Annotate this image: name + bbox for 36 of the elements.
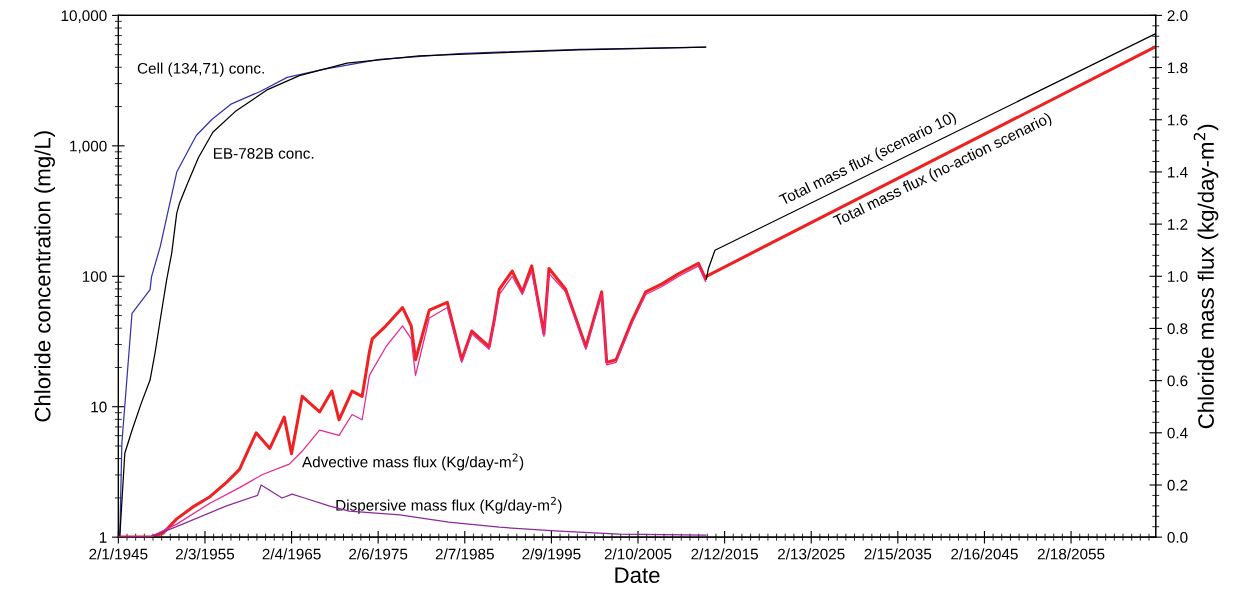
x-tick-label: 2/10/2005 (604, 548, 672, 560)
x-tick-label: 2/7/1985 (435, 548, 494, 560)
series-label: Advective mass flux (Kg/day-m$^{2}$) (302, 453, 524, 471)
x-tick-label: 2/4/1965 (262, 548, 321, 560)
y2-tick-label: 0.8 (1167, 323, 1188, 335)
y2-tick-label: 1.0 (1168, 271, 1188, 282)
y2-tick-label: 0.6 (1167, 375, 1188, 387)
y-axis-title: Chloride concentration (mg/L) (34, 131, 55, 422)
series-label: Dispersive mass flux (Kg/day-m$^{2}$) (336, 496, 562, 514)
x-tick-label: 2/18/2055 (1037, 548, 1105, 560)
series-label: EB-782B conc. (214, 147, 314, 159)
x-axis-title: Date (615, 567, 660, 583)
x-tick-label: 2/16/2045 (951, 548, 1018, 560)
y2-tick-label: 2.0 (1167, 10, 1188, 22)
y-tick-label: 1 (99, 532, 107, 543)
y2-tick-label: 1.4 (1168, 166, 1188, 178)
x-tick-label: 2/1/1945 (89, 548, 148, 560)
line-series (705, 33, 1156, 280)
y-tick-label: 10 (91, 401, 107, 413)
y-tick-label: 100 (82, 271, 107, 282)
y2-axis-title: Chloride mass flux (kg/day-m$^{2}$) (1193, 124, 1219, 429)
y2-tick-label: 1.8 (1168, 62, 1188, 74)
series-label: Cell (134,71) conc. (137, 62, 264, 77)
x-tick-label: 2/6/1975 (349, 548, 408, 560)
y2-tick-label: 0.4 (1167, 427, 1188, 439)
x-tick-label: 2/12/2015 (691, 548, 758, 560)
x-tick-label: 2/3/1955 (175, 548, 235, 560)
y-tick-label: 10,000 (61, 10, 107, 23)
y2-tick-label: 1.6 (1168, 114, 1188, 126)
x-tick-label: 2/15/2035 (864, 548, 932, 560)
x-tick-label: 2/9/1995 (522, 548, 581, 560)
y2-tick-label: 0.0 (1167, 532, 1188, 543)
y2-tick-label: 0.2 (1167, 479, 1188, 491)
y-tick-label: 1,000 (70, 140, 107, 154)
x-tick-label: 2/13/2025 (778, 548, 845, 560)
y2-tick-label: 1.2 (1168, 218, 1188, 230)
